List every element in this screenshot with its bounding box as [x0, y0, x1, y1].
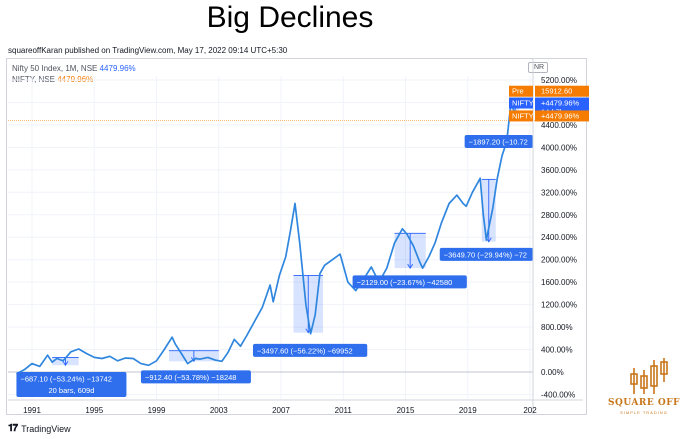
decline-label: −1897.20 (−10.72 [469, 138, 528, 147]
decline-annotations: −687.10 (−53.24%) −13742 20 bars, 609d −91… [16, 135, 533, 397]
page-title: Big Declines [206, 1, 374, 34]
x-tick-label: 2015 [397, 406, 415, 415]
y-tick-label: 3600.00% [541, 166, 577, 175]
x-tick-label: 2011 [335, 406, 353, 415]
price-tag-value-bg [535, 85, 589, 97]
y-tick-label: 400.00% [541, 346, 573, 355]
price-tag-value: +4479.96% [541, 99, 579, 108]
price-tag-value: +4479.96% [541, 111, 579, 120]
legend-label: Nifty 50 Index, 1M, NSE [12, 64, 98, 73]
y-tick-label: 5200.00% [541, 76, 577, 85]
decline-label: −3497.60 (−56.22%) −69952 [257, 346, 353, 355]
y-tick-label: 800.00% [541, 323, 573, 332]
price-tag-name-bg [509, 85, 533, 97]
grid-layer [8, 76, 583, 400]
price-tag-name-bg [509, 110, 533, 122]
decline-label: −912.40 (−53.78%) −18248 [145, 373, 237, 382]
y-tick-label: 2400.00% [541, 233, 577, 242]
y-tick-label: 3200.00% [541, 188, 577, 197]
decline-label: −2129.00 (−23.67%) −42580 [357, 278, 453, 287]
series-layer [16, 98, 520, 375]
x-tick-label: 1995 [85, 406, 103, 415]
x-tick-label: 1999 [148, 406, 166, 415]
price-tag-value-bg [535, 110, 589, 122]
x-tick-label: 1991 [23, 406, 41, 415]
y-tick-label: 0.00% [541, 368, 564, 377]
price-tag-name: NIFTY [512, 99, 534, 108]
footer-brand-label: TradingView [21, 423, 71, 434]
publisher-line: squareoffKaran published on TradingView.… [8, 46, 288, 55]
y-tick-label: 2800.00% [541, 211, 577, 220]
y-tick-label: 4000.00% [541, 143, 577, 152]
x-tick-label: 202 [523, 406, 537, 415]
decline-label-box [352, 275, 467, 289]
decline-label-box [140, 370, 251, 384]
decline-label-box [252, 343, 368, 357]
decline-label-box [16, 372, 127, 397]
legend-value: 4479.96% [99, 64, 136, 73]
decline-label-box [464, 135, 533, 149]
axis-layer: 1991 1995 1999 2003 2007 2011 2015 2019 202 5200.… [8, 58, 583, 415]
logo-name: SQUARE OFF [608, 398, 680, 408]
y-tick-label: 4400.00% [541, 121, 577, 130]
decline-label-box [439, 247, 533, 261]
price-tag-name-bg [509, 97, 533, 109]
y-tick-label: -400.00% [541, 390, 575, 399]
legend-entry-index[interactable]: Nifty 50 Index, 1M, NSE 4479.96% [12, 64, 136, 73]
x-tick-label: 2003 [210, 406, 228, 415]
logo-tagline: SIMPLE TRADING [620, 410, 668, 415]
decline-arrow-head [62, 361, 69, 367]
tradingview-footer[interactable]: 𝟏𝟕 TradingView [8, 423, 71, 434]
decline-label-bars: 20 bars, 609d [49, 386, 95, 395]
decline-label: −687.10 (−53.24%) −13742 [20, 375, 112, 384]
y-tick-label: 1200.00% [541, 301, 577, 310]
x-tick-label: 2007 [272, 406, 290, 415]
y-tick-label: 1600.00% [541, 278, 577, 287]
price-tag-name: Pre [512, 87, 524, 96]
tradingview-logo-icon: 𝟏𝟕 [8, 423, 18, 434]
decline-label: −3649.70 (−29.94%) −72 [444, 250, 527, 259]
square-off-candles-icon [630, 358, 668, 394]
currency-unit-button[interactable]: INR [528, 62, 549, 73]
price-tag-name: NIFTY [512, 111, 534, 120]
series-line-nifty [16, 98, 520, 375]
chart-frame [6, 58, 587, 415]
decline-arrow-head [407, 263, 414, 269]
x-tick-label: 2019 [459, 406, 477, 415]
price-tag-value: 15912.60 [541, 87, 572, 96]
y-tick-label: 2000.00% [541, 256, 577, 265]
decline-boxes [52, 98, 520, 367]
